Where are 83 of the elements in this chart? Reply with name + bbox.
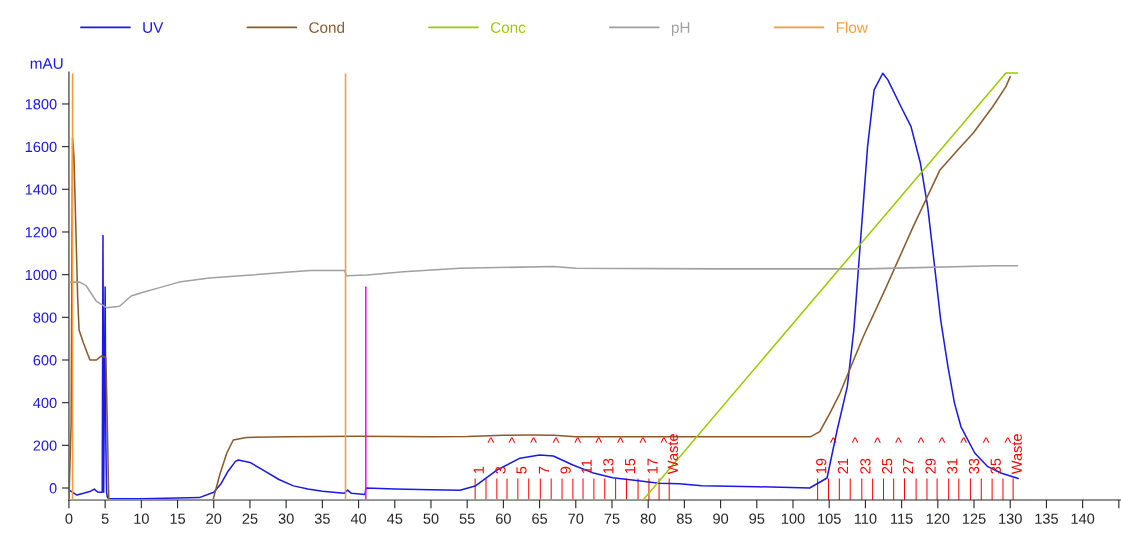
annotation: 17 — [647, 458, 658, 474]
annotation: ^ — [508, 437, 516, 443]
x-tick-label: 60 — [496, 513, 511, 524]
legend-label: Conc — [490, 22, 526, 33]
legend-label: pH — [671, 22, 690, 36]
x-tick-label: 65 — [532, 513, 548, 524]
x-tick-label: 70 — [568, 513, 584, 524]
annotation: 9 — [560, 466, 571, 474]
line-series — [68, 264, 1019, 309]
annotation: 25 — [881, 458, 893, 474]
x-tick-label: 85 — [676, 513, 692, 524]
y-tick-label: 1200 — [25, 227, 57, 238]
y-tick-label: 1800 — [25, 99, 57, 110]
y-tick-label: 1600 — [25, 141, 57, 153]
x-tick-label: 20 — [206, 513, 222, 524]
y-tick-label: 800 — [33, 312, 57, 323]
x-tick-label: 55 — [459, 513, 475, 524]
x-tick-label: 75 — [604, 513, 620, 524]
y-tick-label: 1400 — [25, 184, 57, 195]
annotation: ^ — [552, 437, 560, 443]
x-tick-label: 5 — [101, 513, 109, 524]
x-tick-label: 100 — [781, 513, 805, 524]
annotation: 13 — [603, 458, 614, 474]
annotation: 3 — [495, 466, 506, 474]
annotation: ^ — [895, 437, 902, 443]
x-tick-label: 25 — [242, 513, 258, 524]
x-tick-label: 35 — [314, 513, 330, 524]
annotation: 21 — [837, 458, 848, 474]
annotation: ^ — [487, 437, 495, 443]
annotation: 7 — [538, 466, 549, 474]
x-tick-label: 95 — [749, 513, 765, 524]
annotation: Waste — [1011, 434, 1022, 475]
y-tick-label: 200 — [33, 440, 57, 451]
x-tick-label: 115 — [891, 513, 913, 524]
y-axis-title: mAU — [30, 58, 63, 69]
annotation: ^ — [639, 437, 647, 443]
annotation: 29 — [925, 458, 936, 474]
legend-label: UV — [143, 22, 164, 33]
x-tick-label: 0 — [65, 513, 73, 524]
annotation: 27 — [902, 458, 914, 474]
annotation: 23 — [860, 458, 871, 474]
x-tick-label: 135 — [1035, 513, 1058, 524]
x-tick-label: 125 — [962, 513, 986, 524]
annotation: 35 — [990, 458, 1001, 474]
legend-label: Cond — [309, 21, 345, 33]
x-tick-label: 80 — [640, 513, 656, 524]
x-tick-label: 50 — [423, 513, 439, 524]
annotation: ^ — [938, 437, 946, 443]
annotation: 31 — [947, 458, 958, 474]
annotation: ^ — [874, 437, 881, 443]
y-tick-label: 600 — [33, 355, 57, 366]
annotation: ^ — [917, 437, 925, 443]
x-tick-label: 105 — [818, 513, 841, 524]
x-tick-label: 120 — [926, 513, 950, 524]
annotation: 1 — [473, 466, 484, 474]
x-tick-label: 10 — [134, 513, 149, 524]
x-tick-label: 30 — [278, 513, 294, 524]
annotation: ^ — [595, 437, 603, 443]
x-tick-label: 15 — [170, 513, 186, 524]
legend-label: Flow — [836, 21, 868, 33]
y-tick-label: 0 — [49, 483, 57, 494]
x-tick-label: 90 — [713, 513, 729, 524]
annotation: ^ — [851, 437, 859, 443]
annotation: 19 — [816, 458, 827, 474]
x-tick-label: 140 — [1071, 513, 1095, 524]
annotation: ^ — [1004, 437, 1012, 443]
x-tick-label: 40 — [350, 513, 367, 524]
annotation: ^ — [660, 437, 668, 443]
x-tick-label: 130 — [999, 513, 1022, 524]
annotation: ^ — [960, 437, 968, 443]
annotation: 11 — [581, 459, 592, 474]
annotation: 33 — [968, 458, 980, 474]
annotation: ^ — [617, 437, 624, 443]
annotation: 15 — [625, 458, 636, 474]
annotation: Waste — [667, 434, 678, 475]
x-tick-label: 45 — [386, 513, 403, 524]
y-tick-label: 400 — [33, 397, 57, 409]
annotation: ^ — [574, 437, 582, 443]
x-tick-label: 110 — [854, 513, 877, 524]
annotation: ^ — [530, 437, 537, 443]
annotation: 5 — [516, 466, 527, 474]
y-tick-label: 1000 — [25, 269, 57, 281]
annotation: ^ — [982, 437, 990, 443]
